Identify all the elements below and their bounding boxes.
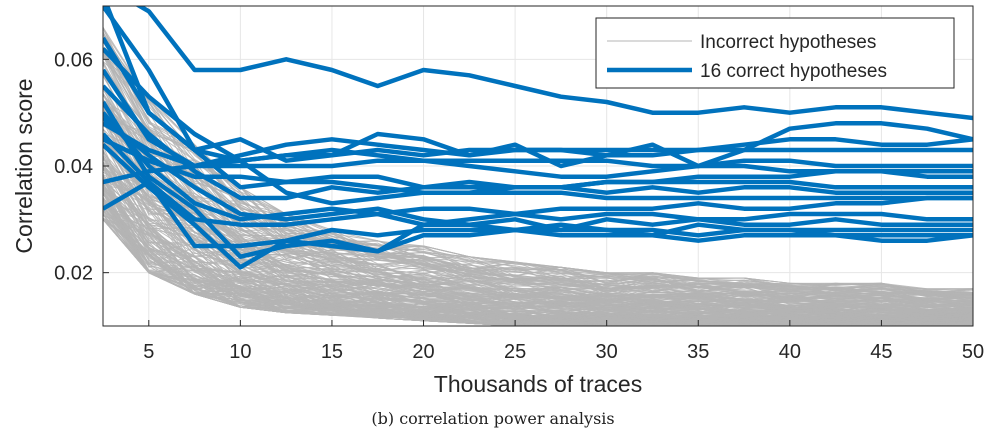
legend-label-correct: 16 correct hypotheses xyxy=(700,61,887,82)
x-tick-label: 15 xyxy=(321,341,343,363)
correct-hypothesis-line xyxy=(103,111,973,222)
legend: Incorrect hypotheses 16 correct hypothes… xyxy=(595,17,955,89)
incorrect-hypothesis-line xyxy=(103,106,973,309)
correct-hypothesis-line xyxy=(103,47,973,206)
x-tick-label: 45 xyxy=(870,341,892,363)
legend-label-incorrect: Incorrect hypotheses xyxy=(700,32,876,53)
correct-hypothesis-line xyxy=(103,137,973,201)
x-tick-label: 50 xyxy=(962,341,984,363)
correlation-chart: 5 10 15 20 25 30 35 40 45 50 0.02 0.04 0.06 Thousan… xyxy=(11,5,984,397)
y-tick-label: 0.04 xyxy=(54,156,93,178)
incorrect-hypothesis-line xyxy=(103,128,973,311)
incorrect-hypothesis-line xyxy=(103,48,973,294)
x-tick-label: 30 xyxy=(596,341,618,363)
incorrect-hypothesis-line xyxy=(103,85,973,299)
correct-hypothesis-line xyxy=(103,143,973,270)
x-axis-ticks: 5 10 15 20 25 30 35 40 45 50 xyxy=(143,320,984,363)
incorrect-hypothesis-line xyxy=(103,37,973,297)
incorrect-hypothesis-line xyxy=(103,39,973,297)
correct-hypothesis-line xyxy=(103,116,973,233)
correct-hypothesis-line xyxy=(103,147,973,185)
y-tick-label: 0.02 xyxy=(54,263,93,285)
incorrect-hypothesis-line xyxy=(103,34,973,295)
x-axis-title: Thousands of traces xyxy=(434,371,642,397)
x-tick-label: 20 xyxy=(412,341,434,363)
correct-hypotheses-lines xyxy=(103,6,973,270)
incorrect-hypothesis-line xyxy=(103,212,973,326)
x-tick-label: 5 xyxy=(143,341,154,363)
incorrect-hypothesis-line xyxy=(103,123,973,308)
y-axis-title: Correlation score xyxy=(11,78,37,253)
correct-hypothesis-line xyxy=(103,179,973,254)
y-axis-ticks: 0.02 0.04 0.06 xyxy=(54,49,109,285)
incorrect-hypothesis-line xyxy=(103,167,973,325)
figure-caption: (b) correlation power analysis xyxy=(371,409,615,428)
correct-hypothesis-line xyxy=(103,132,973,227)
incorrect-hypothesis-line xyxy=(103,145,973,320)
legend-box xyxy=(595,17,955,89)
correct-hypothesis-line xyxy=(135,6,973,121)
incorrect-hypothesis-line xyxy=(103,110,973,314)
x-tick-label: 40 xyxy=(779,341,801,363)
x-tick-label: 35 xyxy=(687,341,709,363)
y-tick-label: 0.06 xyxy=(54,49,93,71)
x-tick-label: 10 xyxy=(229,341,251,363)
correct-hypothesis-line xyxy=(104,6,973,169)
x-tick-label: 25 xyxy=(504,341,526,363)
